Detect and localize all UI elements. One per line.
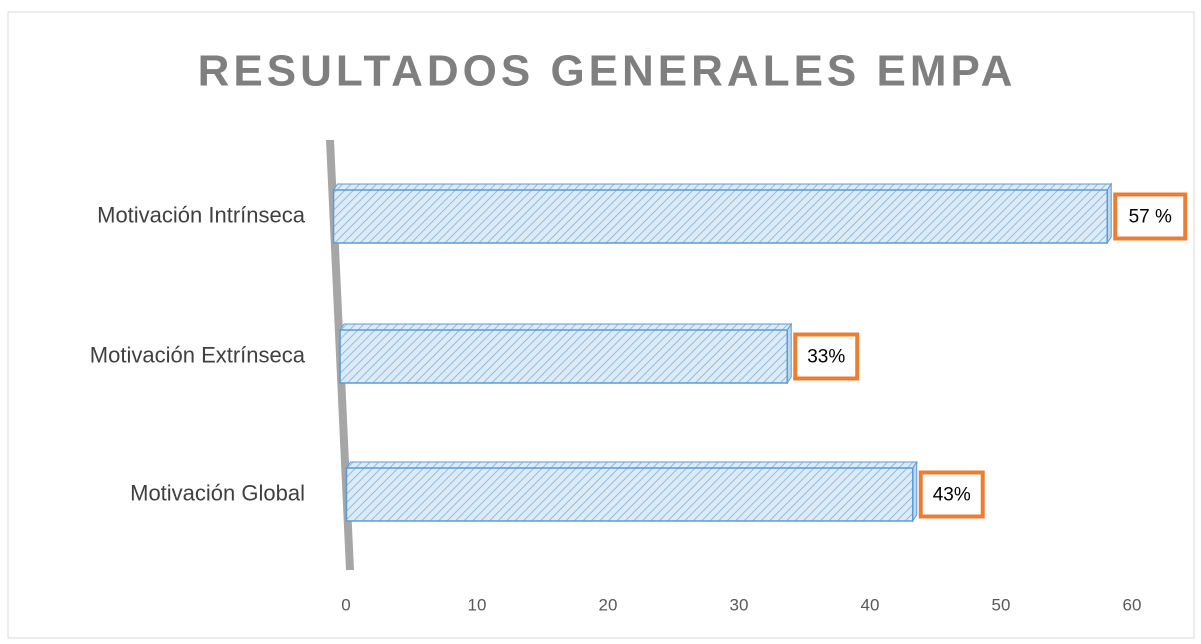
x-tick-label: 30 — [730, 595, 749, 614]
bar-top-face — [332, 183, 1113, 191]
bar-top-face — [339, 323, 793, 331]
bar — [332, 189, 1108, 244]
value-label: 33% — [807, 347, 845, 368]
x-tick-label: 50 — [992, 595, 1011, 614]
x-tick-label: 20 — [599, 595, 618, 614]
chart-title: RESULTADOS GENERALES EMPA — [198, 47, 1017, 96]
category-label: Motivación Extrínseca — [90, 342, 306, 367]
value-label-box — [1113, 192, 1188, 241]
x-tick-label: 60 — [1123, 595, 1142, 614]
value-label-box — [793, 332, 860, 381]
bar — [345, 467, 914, 522]
value-label-box — [918, 470, 985, 519]
value-label: 57 % — [1129, 207, 1172, 228]
category-label: Motivación Global — [130, 480, 305, 505]
bar-top-face — [345, 461, 918, 469]
value-label: 43% — [933, 485, 971, 506]
bar — [339, 329, 788, 384]
x-tick-label: 40 — [861, 595, 880, 614]
category-label: Motivación Intrínseca — [97, 202, 306, 227]
x-tick-label: 0 — [341, 595, 350, 614]
x-tick-label: 10 — [468, 595, 487, 614]
